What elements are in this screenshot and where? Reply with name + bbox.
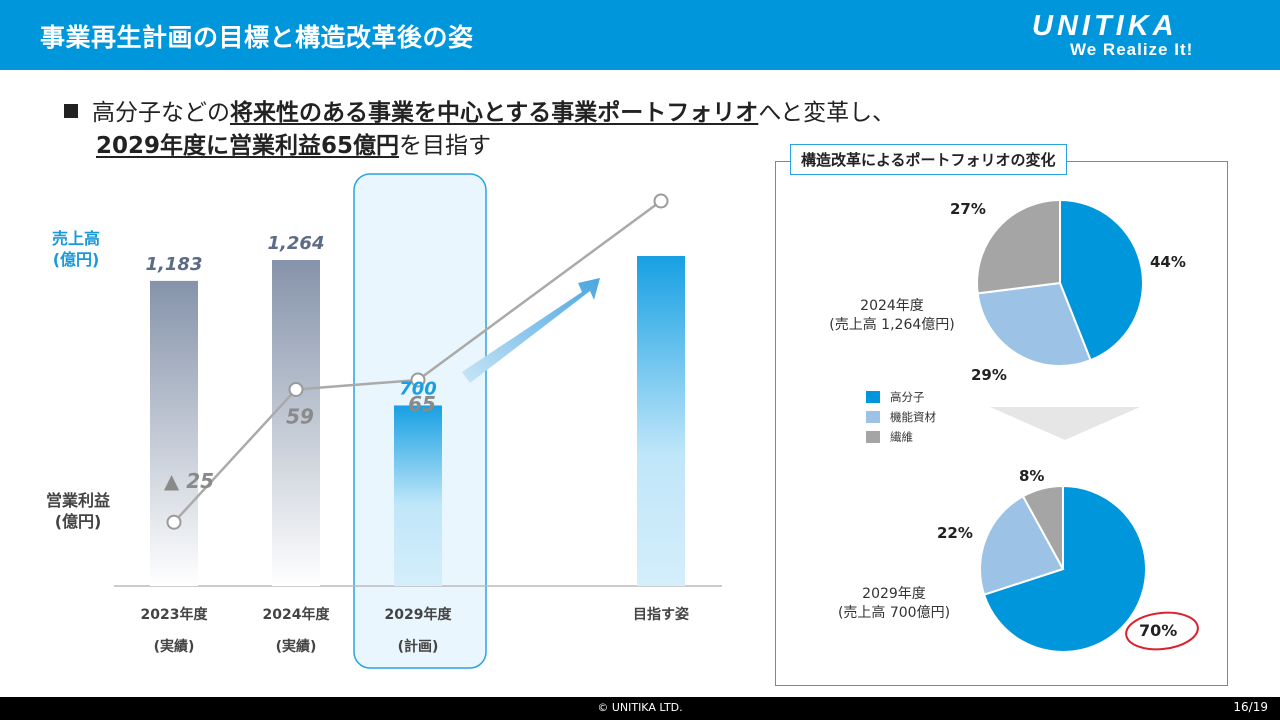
pie1-caption: 2024年度 (売上高 1,264億円) <box>829 298 955 333</box>
sales-profit-chart: 1,183 1,264 700 ▲ 25 59 65 売上高 (億円) 営業利益 (億円)… <box>0 160 770 680</box>
legend-item-functional: 機能資材 <box>866 407 936 427</box>
legend-item-fiber: 繊維 <box>866 427 936 447</box>
pie-2029-slice-繊維 <box>1021 484 1064 570</box>
profit-point <box>653 193 669 209</box>
portfolio-panel <box>775 161 1228 686</box>
sales-axis-label: 売上高 (億円) <box>52 229 101 269</box>
square-bullet-icon <box>64 104 78 118</box>
pie-2029-slice-機能資材 <box>979 494 1065 596</box>
lead-line-2: 2029年度に営業利益65億円を目指す <box>64 130 895 163</box>
sales-value-label: 700 <box>399 378 437 399</box>
pie2-label-fiber: 8% <box>1019 467 1045 485</box>
goal-bar <box>637 256 685 586</box>
sales-bar-2024年度 <box>272 260 320 586</box>
portfolio-title: 構造改革によるポートフォリオの変化 <box>790 144 1067 175</box>
lead-line-1: 高分子などの将来性のある事業を中心とする事業ポートフォリオへと変革し、 <box>64 97 895 130</box>
sales-bar-2023年度 <box>150 280 198 586</box>
legend-item-polymer: 高分子 <box>866 387 936 407</box>
profit-point <box>288 381 304 397</box>
pie1-label-functional: 29% <box>971 366 1007 384</box>
lead-line1-post: へと変革し、 <box>758 100 896 126</box>
lead-line1-pre: 高分子などの <box>92 100 230 126</box>
footer-bar: © UNITIKA LTD. 16/19 <box>0 697 1280 720</box>
sales-value-label: 1,183 <box>146 254 203 275</box>
pie2-caption: 2029年度 (売上高 700億円) <box>837 586 951 621</box>
highlight-circle <box>1125 611 1199 651</box>
profit-line <box>173 199 662 524</box>
logo-tagline: We Realize It! <box>1070 40 1194 59</box>
title-bar: 事業再生計画の目標と構造改革後の姿 UNITIKA We Realize It! <box>0 0 1280 70</box>
down-arrow-icon <box>990 407 1140 440</box>
x-label-2023: 2023年度 (実績) <box>140 607 208 655</box>
pie-2024-slice-高分子 <box>1059 198 1144 362</box>
x-label-goal: 目指す姿 <box>633 607 689 623</box>
profit-axis-label: 営業利益 (億円) <box>46 491 111 531</box>
legend-swatch <box>866 431 880 443</box>
pie-2024-slice-繊維 <box>976 198 1061 295</box>
pie-2029-slice-高分子 <box>982 484 1147 653</box>
pie1-label-fiber: 27% <box>950 200 986 218</box>
profit-value-label: 65 <box>408 392 436 416</box>
x-label-2029: 2029年度 (計画) <box>384 607 452 655</box>
lead-line1-emphasis: 将来性のある事業を中心とする事業ポートフォリオ <box>230 100 759 126</box>
pie-2024-slice-機能資材 <box>976 281 1092 367</box>
profit-value-label: ▲ 25 <box>164 469 214 493</box>
legend-swatch <box>866 391 880 403</box>
sales-value-label: 1,264 <box>268 233 325 254</box>
chart-canvas: 1,183 1,264 700 ▲ 25 59 65 <box>114 173 722 669</box>
lead-line2-post: を目指す <box>399 133 492 159</box>
pie-canvas <box>976 198 1199 653</box>
page-number: 16/19 <box>1233 700 1268 714</box>
page-title: 事業再生計画の目標と構造改革後の姿 <box>40 23 474 52</box>
copyright-text: © UNITIKA LTD. <box>597 701 683 714</box>
profit-point <box>410 372 426 388</box>
sales-bar-2029年度 <box>394 405 442 586</box>
legend-swatch <box>866 411 880 423</box>
profit-value-label: 59 <box>286 404 314 428</box>
company-logo: UNITIKA We Realize It! <box>1024 10 1264 62</box>
lead-statement: 高分子などの将来性のある事業を中心とする事業ポートフォリオへと変革し、 2029… <box>64 97 895 163</box>
pie2-label-polymer: 70% <box>1139 621 1178 640</box>
logo-name: UNITIKA <box>1032 10 1178 42</box>
pie2-label-functional: 22% <box>937 524 973 542</box>
x-label-2024: 2024年度 (実績) <box>262 607 330 655</box>
lead-line2-emphasis: 2029年度に営業利益65億円 <box>96 133 400 159</box>
pie1-label-polymer: 44% <box>1150 253 1186 271</box>
growth-arrow-icon <box>462 278 600 383</box>
portfolio-legend: 高分子 機能資材 繊維 <box>866 387 936 447</box>
profit-point <box>166 514 182 530</box>
